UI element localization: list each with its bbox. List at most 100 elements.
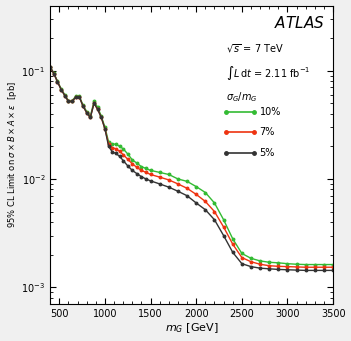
Text: $\sigma_G/m_G$: $\sigma_G/m_G$	[226, 91, 257, 104]
5%	[92, 101, 96, 105]
7%	[212, 209, 217, 213]
5%	[167, 185, 171, 189]
10%	[81, 103, 85, 107]
5%	[176, 189, 180, 193]
7%	[52, 72, 56, 76]
10%	[88, 114, 92, 118]
5%	[304, 268, 308, 272]
10%	[249, 256, 253, 260]
7%	[74, 95, 78, 99]
10%	[52, 71, 56, 75]
10%	[55, 79, 60, 83]
5%	[194, 201, 198, 205]
7%	[63, 93, 67, 98]
7%	[158, 175, 162, 179]
7%	[77, 95, 81, 99]
7%	[231, 242, 235, 246]
10%	[121, 147, 125, 151]
10%	[258, 259, 262, 263]
5%	[118, 154, 122, 158]
10%	[322, 263, 326, 267]
7%	[276, 264, 280, 268]
10%	[331, 263, 335, 267]
10%	[99, 114, 104, 118]
5%	[66, 100, 71, 104]
7%	[103, 127, 107, 131]
7%	[144, 170, 148, 175]
5%	[258, 266, 262, 270]
5%	[95, 107, 100, 112]
5%	[59, 88, 63, 92]
Line: 5%: 5%	[49, 66, 335, 272]
7%	[130, 162, 134, 166]
5%	[185, 194, 189, 198]
10%	[194, 184, 198, 189]
7%	[106, 142, 111, 146]
7%	[313, 265, 317, 269]
10%	[85, 109, 89, 114]
5%	[144, 177, 148, 181]
7%	[95, 107, 100, 112]
10%	[176, 177, 180, 181]
10%	[77, 94, 81, 99]
10%	[74, 94, 78, 99]
7%	[176, 182, 180, 186]
7%	[322, 265, 326, 269]
7%	[66, 100, 71, 104]
10%	[59, 87, 63, 91]
7%	[285, 265, 290, 269]
7%	[221, 225, 226, 229]
Line: 7%: 7%	[49, 66, 335, 268]
7%	[48, 65, 52, 69]
5%	[77, 95, 81, 99]
5%	[88, 115, 92, 119]
7%	[240, 255, 244, 260]
5%	[221, 234, 226, 238]
10%	[114, 142, 118, 146]
10%	[304, 263, 308, 267]
5%	[240, 262, 244, 266]
7%	[167, 178, 171, 182]
10%	[313, 263, 317, 267]
10%	[185, 179, 189, 183]
5%	[85, 110, 89, 115]
5%	[231, 250, 235, 254]
Line: 10%: 10%	[49, 66, 335, 266]
Y-axis label: 95% CL Limit on $\sigma \times B \times A \times \varepsilon$  [pb]: 95% CL Limit on $\sigma \times B \times …	[6, 81, 19, 228]
10%	[144, 166, 148, 170]
7%	[148, 173, 153, 177]
5%	[322, 268, 326, 272]
7%	[203, 199, 207, 204]
7%	[249, 260, 253, 264]
7%	[135, 165, 139, 169]
10%	[63, 93, 67, 97]
5%	[148, 179, 153, 183]
5%	[81, 104, 85, 108]
7%	[59, 88, 63, 92]
7%	[258, 262, 262, 266]
7%	[121, 152, 125, 157]
10%	[203, 191, 207, 195]
5%	[203, 208, 207, 212]
7%	[185, 186, 189, 190]
5%	[103, 127, 107, 131]
5%	[249, 265, 253, 269]
5%	[52, 72, 56, 76]
7%	[85, 110, 89, 115]
10%	[221, 218, 226, 222]
7%	[81, 104, 85, 108]
10%	[276, 261, 280, 265]
10%	[267, 260, 271, 264]
Text: $\mathit{ATLAS}$: $\mathit{ATLAS}$	[274, 15, 325, 30]
5%	[130, 168, 134, 173]
10%	[212, 201, 217, 205]
10%	[139, 165, 144, 169]
Text: 5%: 5%	[260, 148, 275, 158]
7%	[99, 115, 104, 119]
7%	[114, 147, 118, 151]
5%	[158, 182, 162, 186]
7%	[304, 265, 308, 269]
10%	[167, 173, 171, 177]
7%	[294, 265, 299, 269]
5%	[63, 93, 67, 98]
